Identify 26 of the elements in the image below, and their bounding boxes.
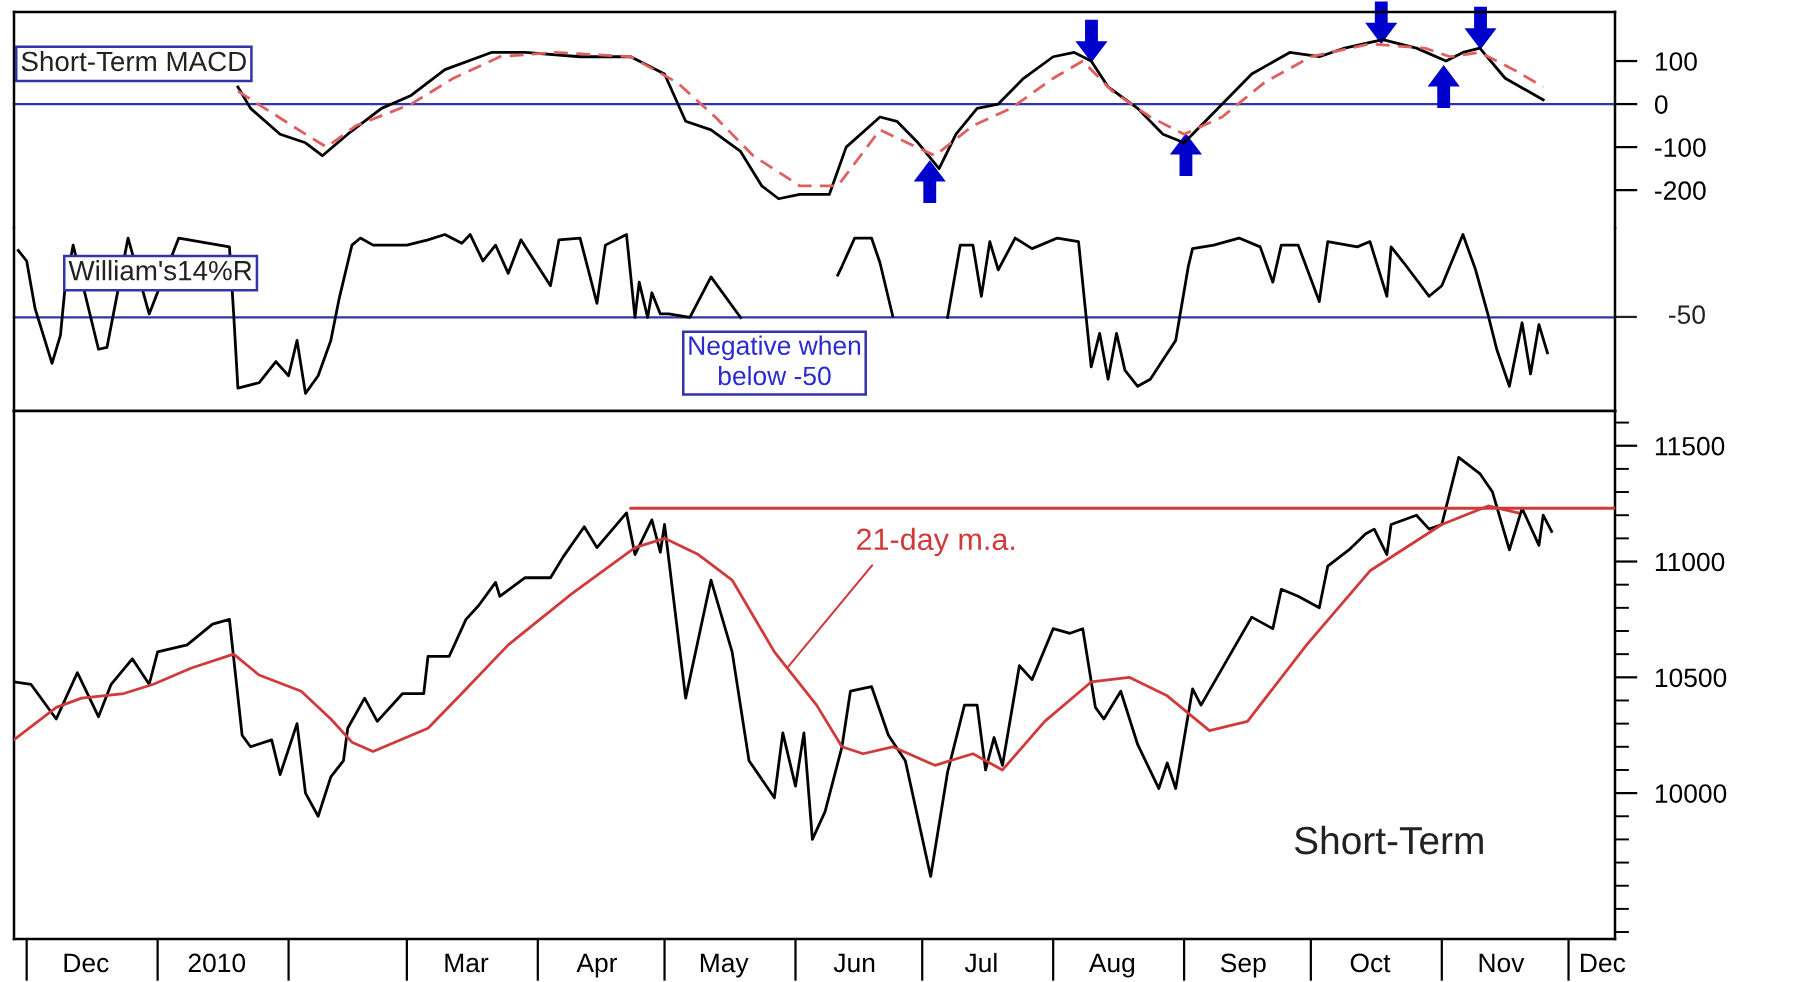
y-tick-label: -200: [1655, 181, 1706, 200]
x-tick-label: 2010: [188, 953, 246, 973]
text: -50: [1669, 305, 1705, 325]
x-tick-label: Jun: [833, 953, 875, 973]
annotation: Negative when below -50: [689, 335, 861, 386]
annotation: Short-Term: [1294, 825, 1483, 855]
annotation: William's14%R: [68, 260, 252, 281]
annotation: Short-Term MACD: [21, 50, 246, 72]
y-tick-label: 0: [1654, 95, 1668, 114]
x-tick-label: Dec: [64, 953, 109, 973]
x-tick-label: May: [700, 953, 749, 978]
y-tick-label: -100: [1655, 138, 1706, 157]
y-tick-label: 100: [1655, 52, 1697, 71]
x-tick-label: Aug: [1088, 953, 1135, 978]
annotation: 21-day m.a.: [857, 527, 1015, 557]
x-tick-label: Nov: [1479, 953, 1525, 973]
y-tick-label: 11000: [1655, 552, 1725, 572]
x-tick-label: Mar: [445, 953, 489, 973]
x-tick-label: Dec: [1581, 953, 1626, 973]
y-tick-label: 10000: [1655, 784, 1727, 803]
y-tick-label: 10500: [1655, 668, 1727, 688]
x-tick-label: Apr: [576, 953, 618, 978]
x-tick-label: Jul: [964, 952, 997, 973]
y-tick-label: 11500: [1655, 436, 1725, 456]
x-tick-label: Oct: [1350, 953, 1391, 973]
x-tick-label: Sep: [1220, 953, 1266, 978]
